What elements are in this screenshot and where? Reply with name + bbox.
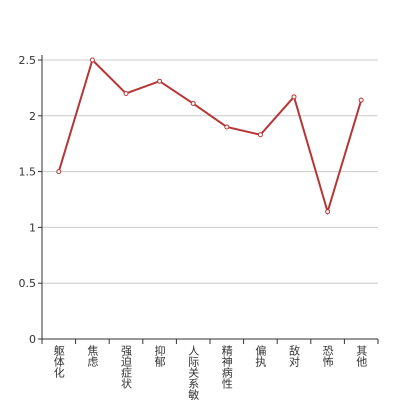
x-tick-label: 精神病性 [220, 345, 233, 390]
x-tick-label: 抑郁 [153, 344, 166, 367]
point [190, 101, 196, 107]
point [224, 124, 230, 130]
x-tick-label: 躯体化 [52, 345, 65, 379]
point [325, 209, 331, 215]
y-tick-label: 2 [29, 110, 36, 123]
point [291, 94, 297, 100]
x-tick-label: 强迫症状 [120, 345, 133, 389]
point [257, 132, 263, 138]
y-tick-label: 1 [29, 221, 36, 234]
x-tick-label: 其他 [355, 345, 368, 367]
y-tick-label: 0 [29, 333, 36, 346]
point [157, 78, 163, 84]
x-tick-label: 偏执 [254, 344, 267, 368]
x-tick-label: 敌对 [288, 344, 301, 367]
point [358, 97, 364, 103]
y-tick-label: 2.5 [19, 54, 37, 67]
x-tick-label: 恐怖 [321, 345, 334, 367]
line [57, 58, 363, 216]
point [123, 90, 129, 96]
y-tick-label: 0.5 [19, 277, 37, 290]
point [89, 57, 95, 63]
x-tick-label: 人际关系敏 [187, 345, 200, 400]
point [56, 169, 62, 175]
x-tick-label: 焦虑 [86, 345, 99, 367]
y-tick-label: 1.5 [19, 166, 37, 179]
